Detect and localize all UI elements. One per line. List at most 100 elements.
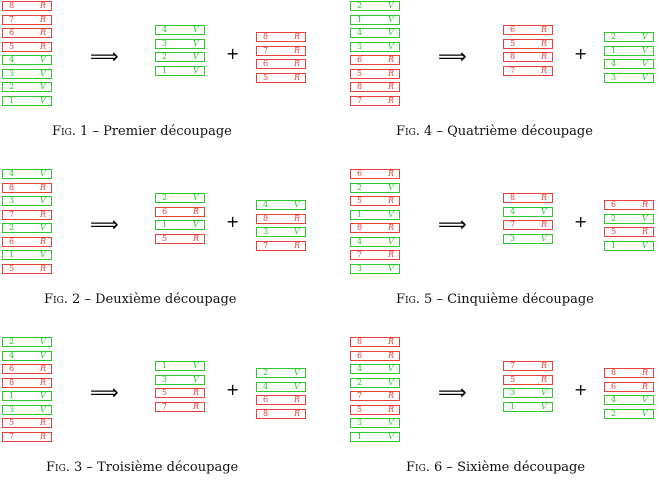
card-number: 2 bbox=[357, 377, 363, 387]
card-color-letter: R bbox=[40, 41, 47, 51]
card-color-letter: V bbox=[40, 404, 46, 414]
card-color-letter: R bbox=[193, 206, 200, 216]
card-color-letter: V bbox=[388, 364, 394, 373]
card-number: 7 bbox=[9, 14, 15, 24]
figure-caption: Fig. 3 – Troisième découpage bbox=[46, 460, 238, 476]
card-color-letter: R bbox=[642, 227, 649, 236]
figure-number: Fig. 2 bbox=[44, 292, 81, 307]
card-number: 7 bbox=[510, 220, 516, 229]
card-color-letter: R bbox=[541, 65, 548, 75]
card-color-letter: V bbox=[541, 388, 547, 397]
card-color-letter: R bbox=[388, 250, 395, 259]
plus-sign: + bbox=[226, 380, 240, 399]
card-number: 3 bbox=[162, 374, 168, 384]
card-color-letter: V bbox=[193, 374, 199, 384]
figure-caption: Fig. 1 – Premier découpage bbox=[52, 124, 232, 140]
card-number: 7 bbox=[263, 45, 269, 55]
card-color-letter: R bbox=[388, 55, 395, 64]
card-number: 4 bbox=[263, 200, 269, 209]
card-color-letter: V bbox=[642, 45, 648, 55]
card-color-letter: R bbox=[541, 374, 548, 384]
card-color-letter: R bbox=[388, 350, 395, 360]
card-number: 1 bbox=[162, 65, 168, 75]
card-number: 2 bbox=[9, 82, 15, 91]
card-color-letter: R bbox=[294, 395, 301, 404]
card-number: 1 bbox=[357, 209, 363, 219]
plus-sign: + bbox=[226, 44, 240, 63]
card-number: 4 bbox=[357, 28, 363, 37]
card-color-letter: R bbox=[40, 263, 47, 273]
card-number: 1 bbox=[162, 361, 168, 370]
card-color-letter: R bbox=[541, 25, 548, 34]
card-color-letter: V bbox=[40, 337, 46, 346]
card-number: 2 bbox=[611, 32, 617, 41]
card-number: 4 bbox=[357, 364, 363, 373]
figure-number: Fig. 6 bbox=[406, 460, 443, 475]
card-number: 8 bbox=[263, 32, 269, 41]
card-number: 5 bbox=[162, 388, 168, 397]
cut-panel: 4 V 8 R 3 V 7 R 2 V 6 R 1 V 5 R ⟹ 2 V 6 R 1 V 5 R +4 V 8 R 3 V 7 R Fig. 2… bbox=[2, 168, 332, 329]
card-number: 2 bbox=[9, 337, 15, 346]
figure-title: Deuxième découpage bbox=[95, 292, 237, 307]
card-color-letter: V bbox=[294, 381, 300, 391]
card-number: 3 bbox=[9, 68, 15, 78]
caption-dash: – bbox=[436, 124, 443, 139]
card-color-letter: V bbox=[40, 169, 46, 178]
card-color-letter: R bbox=[40, 236, 47, 246]
card-number: 4 bbox=[9, 350, 15, 360]
card-number: 8 bbox=[263, 408, 269, 418]
card-color-letter: V bbox=[193, 25, 199, 34]
card-color-letter: R bbox=[541, 220, 548, 229]
card-number: 4 bbox=[510, 206, 516, 216]
card-number: 3 bbox=[162, 38, 168, 48]
caption-dash: – bbox=[436, 292, 443, 307]
card-number: 4 bbox=[263, 381, 269, 391]
card-number: 4 bbox=[9, 169, 15, 178]
card-number: 2 bbox=[162, 52, 168, 61]
card-color-letter: V bbox=[388, 209, 394, 219]
card-color-letter: R bbox=[40, 364, 47, 373]
card-color-letter: R bbox=[40, 209, 47, 219]
figure-caption: Fig. 5 – Cinquième découpage bbox=[396, 292, 594, 308]
card-number: 3 bbox=[357, 41, 363, 51]
